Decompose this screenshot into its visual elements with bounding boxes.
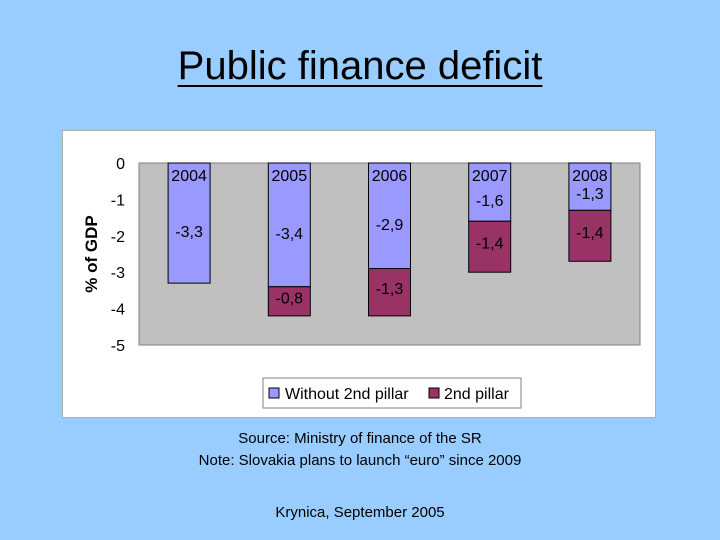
y-tick-label: -3 — [111, 265, 125, 282]
bar-without-pillar — [167, 162, 211, 284]
chart-svg: 0 -1 -2 -3 -4 -5 % of GDP 2004 -3,3 2005 -3,4 -0,8 2… — [82, 156, 641, 409]
bar-second-pillar — [368, 268, 411, 317]
source-line: Source: Ministry of finance of the SR — [238, 430, 482, 447]
data-label-second-pillar: -1,3 — [376, 281, 404, 298]
y-tick-label: -5 — [111, 338, 125, 355]
legend-swatch-without-pillar — [268, 387, 280, 399]
legend-box — [262, 377, 522, 409]
y-tick-label: -4 — [111, 302, 125, 319]
data-label-second-pillar: -1,4 — [576, 225, 604, 242]
bar-second-pillar — [568, 209, 612, 262]
footer-text: Krynica, September 2005 — [275, 504, 445, 521]
data-label-without-pillar: -1,6 — [476, 193, 504, 210]
data-label-second-pillar: -1,4 — [476, 236, 504, 253]
data-label-without-pillar: -1,3 — [576, 186, 604, 203]
legend-swatch-second-pillar — [428, 387, 440, 399]
data-label-second-pillar: -0,8 — [276, 290, 304, 307]
chart: 0 -1 -2 -3 -4 -5 % of GDP 2004 -3,3 2005 -3,4 -0,8 2… — [62, 130, 656, 418]
bar-second-pillar — [468, 220, 512, 273]
bar-second-pillar — [267, 286, 311, 317]
category-label: 2008 — [572, 168, 608, 185]
data-label-without-pillar: -3,3 — [175, 224, 203, 241]
category-label: 2006 — [372, 168, 408, 185]
data-label-without-pillar: -2,9 — [376, 217, 404, 234]
y-tick-label: 0 — [116, 156, 125, 173]
y-axis-label: % of GDP — [82, 215, 101, 292]
category-label: 2005 — [272, 168, 308, 185]
note-line: Note: Slovakia plans to launch “euro” si… — [198, 452, 522, 469]
category-label: 2007 — [472, 168, 508, 185]
legend-label-without-pillar: Without 2nd pillar — [285, 386, 409, 403]
slide-title: Public finance deficit — [177, 44, 543, 88]
y-tick-label: -1 — [111, 192, 125, 209]
legend-label-second-pillar: 2nd pillar — [444, 386, 510, 403]
bar-without-pillar — [267, 162, 311, 288]
y-tick-label: -2 — [111, 229, 125, 246]
category-label: 2004 — [171, 168, 207, 185]
data-label-without-pillar: -3,4 — [276, 226, 304, 243]
